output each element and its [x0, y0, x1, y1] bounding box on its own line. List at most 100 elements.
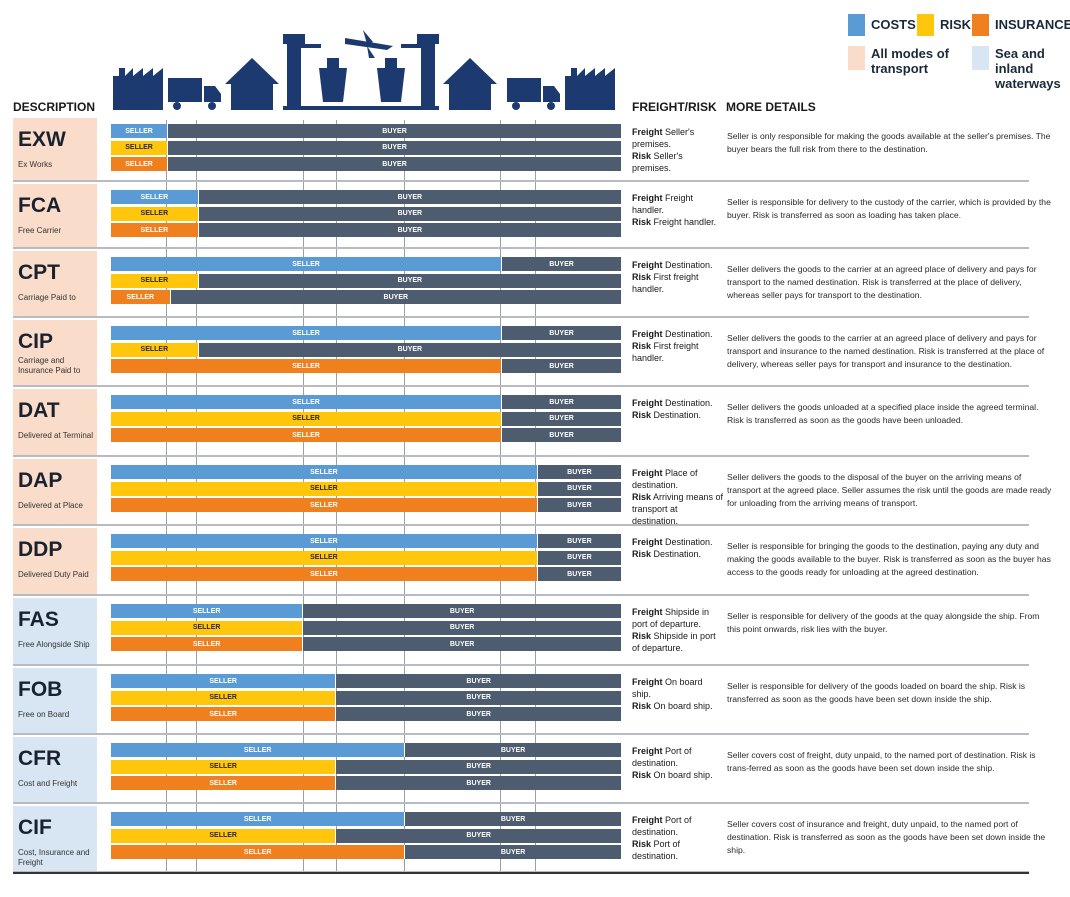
- buyer-segment: BUYER: [404, 743, 621, 757]
- responsibility-bars: SELLER BUYER SELLER BUYER SELLER BUYER: [111, 190, 621, 238]
- row-mode-background: [13, 528, 97, 594]
- insurance-bar: SELLER BUYER: [111, 428, 621, 442]
- incoterm-full-name: Delivered at Place: [18, 501, 83, 510]
- legend-sea-label: Sea and inland waterways: [995, 46, 1061, 91]
- more-details-text: Seller is responsible for bringing the g…: [727, 541, 1051, 577]
- port-crane-icon: [283, 34, 383, 110]
- incoterm-full-name: Delivered Duty Paid: [18, 570, 89, 579]
- buyer-segment: BUYER: [197, 342, 621, 357]
- row-separator: [13, 180, 1029, 182]
- freight-value: Place of destination.: [632, 468, 698, 490]
- factory-icon: [113, 68, 163, 110]
- risk-value: Destination.: [653, 410, 702, 420]
- risk-value: Freight handler.: [653, 217, 717, 227]
- truck-icon: [168, 78, 221, 110]
- incoterm-code: FCA: [18, 194, 62, 217]
- legend-risk: RISK: [917, 14, 971, 36]
- freight-label: Freight: [632, 193, 663, 203]
- freight-risk-cell: Freight Shipside in port of departure. Ri…: [632, 606, 724, 654]
- freight-label: Freight: [632, 468, 663, 478]
- costs-bar: SELLER BUYER: [111, 604, 621, 618]
- buyer-segment: BUYER: [536, 465, 621, 479]
- row-mode-background: [13, 184, 97, 247]
- freight-value: Freight handler.: [632, 193, 694, 215]
- seller-segment: SELLER: [111, 707, 336, 721]
- row-mode-background: [13, 806, 97, 871]
- warehouse-icon: [443, 58, 497, 110]
- incoterm-row-exw: EXW Ex Works SELLER BUYER SELLER BUYER SELLER B…: [13, 118, 1050, 182]
- buyer-segment: BUYER: [197, 273, 621, 288]
- costs-bar: SELLER BUYER: [111, 465, 621, 479]
- row-separator: [13, 524, 1029, 526]
- risk-label: Risk: [632, 549, 652, 559]
- port-crane-icon: [345, 34, 439, 110]
- row-separator: [13, 385, 1029, 387]
- incoterm-full-name: Free Alongside Ship: [18, 640, 90, 649]
- buyer-segment: BUYER: [501, 359, 621, 373]
- incoterm-row-cip: CIP Carriage and Insurance Paid to SELLER B…: [13, 320, 1044, 387]
- guide-line: [535, 120, 536, 872]
- buyer-segment: BUYER: [335, 707, 621, 721]
- freight-risk-cell: Freight On board ship. Risk On board ship…: [632, 676, 724, 712]
- buyer-segment: BUYER: [302, 604, 621, 618]
- incoterm-code: CIP: [18, 330, 54, 353]
- costs-bar: SELLER BUYER: [111, 190, 621, 204]
- row-mode-background: [13, 389, 97, 455]
- responsibility-bars: SELLER BUYER SELLER BUYER SELLER BUYER: [111, 465, 621, 513]
- legend-costs-label: COSTS: [871, 17, 916, 32]
- risk-label: Risk: [632, 341, 652, 351]
- legend-costs-swatch: [848, 14, 865, 36]
- freight-risk-cell: Freight Destination. Risk First freight h…: [632, 328, 724, 364]
- risk-label: Risk: [632, 631, 652, 641]
- risk-label: Risk: [632, 701, 652, 711]
- risk-value: Arriving means of transport at destinati…: [632, 492, 724, 526]
- row-mode-background: [13, 320, 97, 385]
- risk-bar: SELLER BUYER: [111, 273, 621, 288]
- buyer-segment: BUYER: [536, 498, 621, 512]
- row-mode-background: [13, 118, 97, 180]
- risk-value: On board ship.: [653, 770, 713, 780]
- row-separator: [13, 594, 1029, 596]
- risk-bar: SELLER BUYER: [111, 411, 621, 426]
- seller-segment: SELLER: [111, 465, 537, 479]
- buyer-segment: BUYER: [302, 637, 621, 651]
- seller-segment: SELLER: [111, 550, 537, 565]
- airplane-icon: [345, 30, 393, 58]
- incoterm-code: CFR: [18, 747, 62, 770]
- seller-segment: SELLER: [111, 290, 170, 304]
- legend-sea-swatch: [972, 46, 989, 70]
- risk-bar: SELLER BUYER: [111, 620, 621, 635]
- buyer-segment: BUYER: [197, 206, 621, 221]
- incoterm-code: CIF: [18, 816, 52, 839]
- responsibility-bars: SELLER BUYER SELLER BUYER SELLER BUYER: [111, 604, 621, 652]
- risk-label: Risk: [632, 410, 652, 420]
- buyer-segment: BUYER: [335, 759, 621, 774]
- responsibility-bars: SELLER BUYER SELLER BUYER SELLER BUYER: [111, 674, 621, 722]
- freight-risk-cell: Freight Freight handler. Risk Freight han…: [632, 192, 724, 228]
- more-details-text: Seller delivers the goods to the disposa…: [727, 472, 1052, 508]
- freight-label: Freight: [632, 537, 663, 547]
- buyer-segment: BUYER: [335, 690, 621, 705]
- row-mode-background: [13, 459, 97, 524]
- ship-icon: [319, 58, 347, 102]
- freight-label: Freight: [632, 746, 663, 756]
- legend-risk-swatch: [917, 14, 934, 36]
- seller-segment: SELLER: [111, 359, 502, 373]
- buyer-segment: BUYER: [501, 428, 621, 442]
- incoterm-code: DDP: [18, 538, 63, 561]
- insurance-bar: SELLER BUYER: [111, 707, 621, 721]
- buyer-segment: BUYER: [501, 411, 621, 426]
- incoterm-code: DAT: [18, 399, 60, 422]
- legend-costs: COSTS: [848, 14, 916, 36]
- costs-bar: SELLER BUYER: [111, 743, 621, 757]
- incoterm-full-name: Cost, Insurance and Freight: [18, 848, 90, 867]
- buyer-segment: BUYER: [501, 395, 621, 409]
- more-details-text: Seller delivers the goods to the carrier…: [727, 264, 1037, 300]
- legend-sea: Sea and inland waterways: [972, 46, 1070, 91]
- responsibility-bars: SELLER BUYER SELLER BUYER SELLER BUYER: [111, 743, 621, 791]
- incoterm-full-name: Carriage Paid to: [18, 293, 76, 302]
- row-separator: [13, 247, 1029, 249]
- more-details-text: Seller covers cost of freight, duty unpa…: [727, 750, 1036, 773]
- buyer-segment: BUYER: [167, 124, 621, 138]
- buyer-segment: BUYER: [404, 812, 621, 826]
